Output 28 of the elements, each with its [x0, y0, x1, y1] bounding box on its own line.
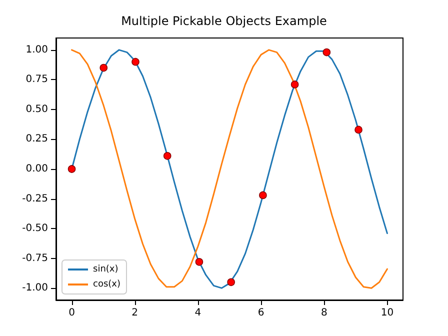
- chart-title: Multiple Pickable Objects Example: [121, 14, 327, 28]
- y-tick-label: 0.50: [26, 104, 48, 115]
- legend-label: sin(x): [93, 264, 118, 274]
- y-tick-label: 0.75: [26, 74, 48, 86]
- x-tick-label: 4: [194, 308, 202, 318]
- x-tick-label: 8: [320, 308, 328, 318]
- x-tick-label: 10: [380, 308, 394, 318]
- x-tick-label: 2: [132, 308, 138, 318]
- point: [322, 48, 331, 56]
- y-tick-label: 0.25: [26, 134, 48, 145]
- legend-label: cos(x): [93, 280, 120, 290]
- point: [354, 126, 362, 134]
- point: [195, 258, 204, 266]
- y-tick-label: -0.75: [22, 252, 48, 264]
- y-tick-label: -0.25: [22, 193, 48, 204]
- y-tick-label: -1.00: [22, 282, 48, 294]
- point: [227, 278, 235, 286]
- point: [163, 152, 172, 160]
- point: [68, 165, 76, 173]
- point: [132, 58, 140, 66]
- y-tick-label: 1.00: [26, 44, 48, 56]
- point: [100, 64, 108, 72]
- point: [259, 191, 267, 200]
- point: [290, 80, 299, 88]
- x-tick-label: 6: [258, 308, 264, 318]
- x-tick-label: 0: [68, 308, 75, 318]
- y-tick-label: 0.00: [26, 164, 48, 174]
- y-tick-label: -0.50: [22, 223, 48, 234]
